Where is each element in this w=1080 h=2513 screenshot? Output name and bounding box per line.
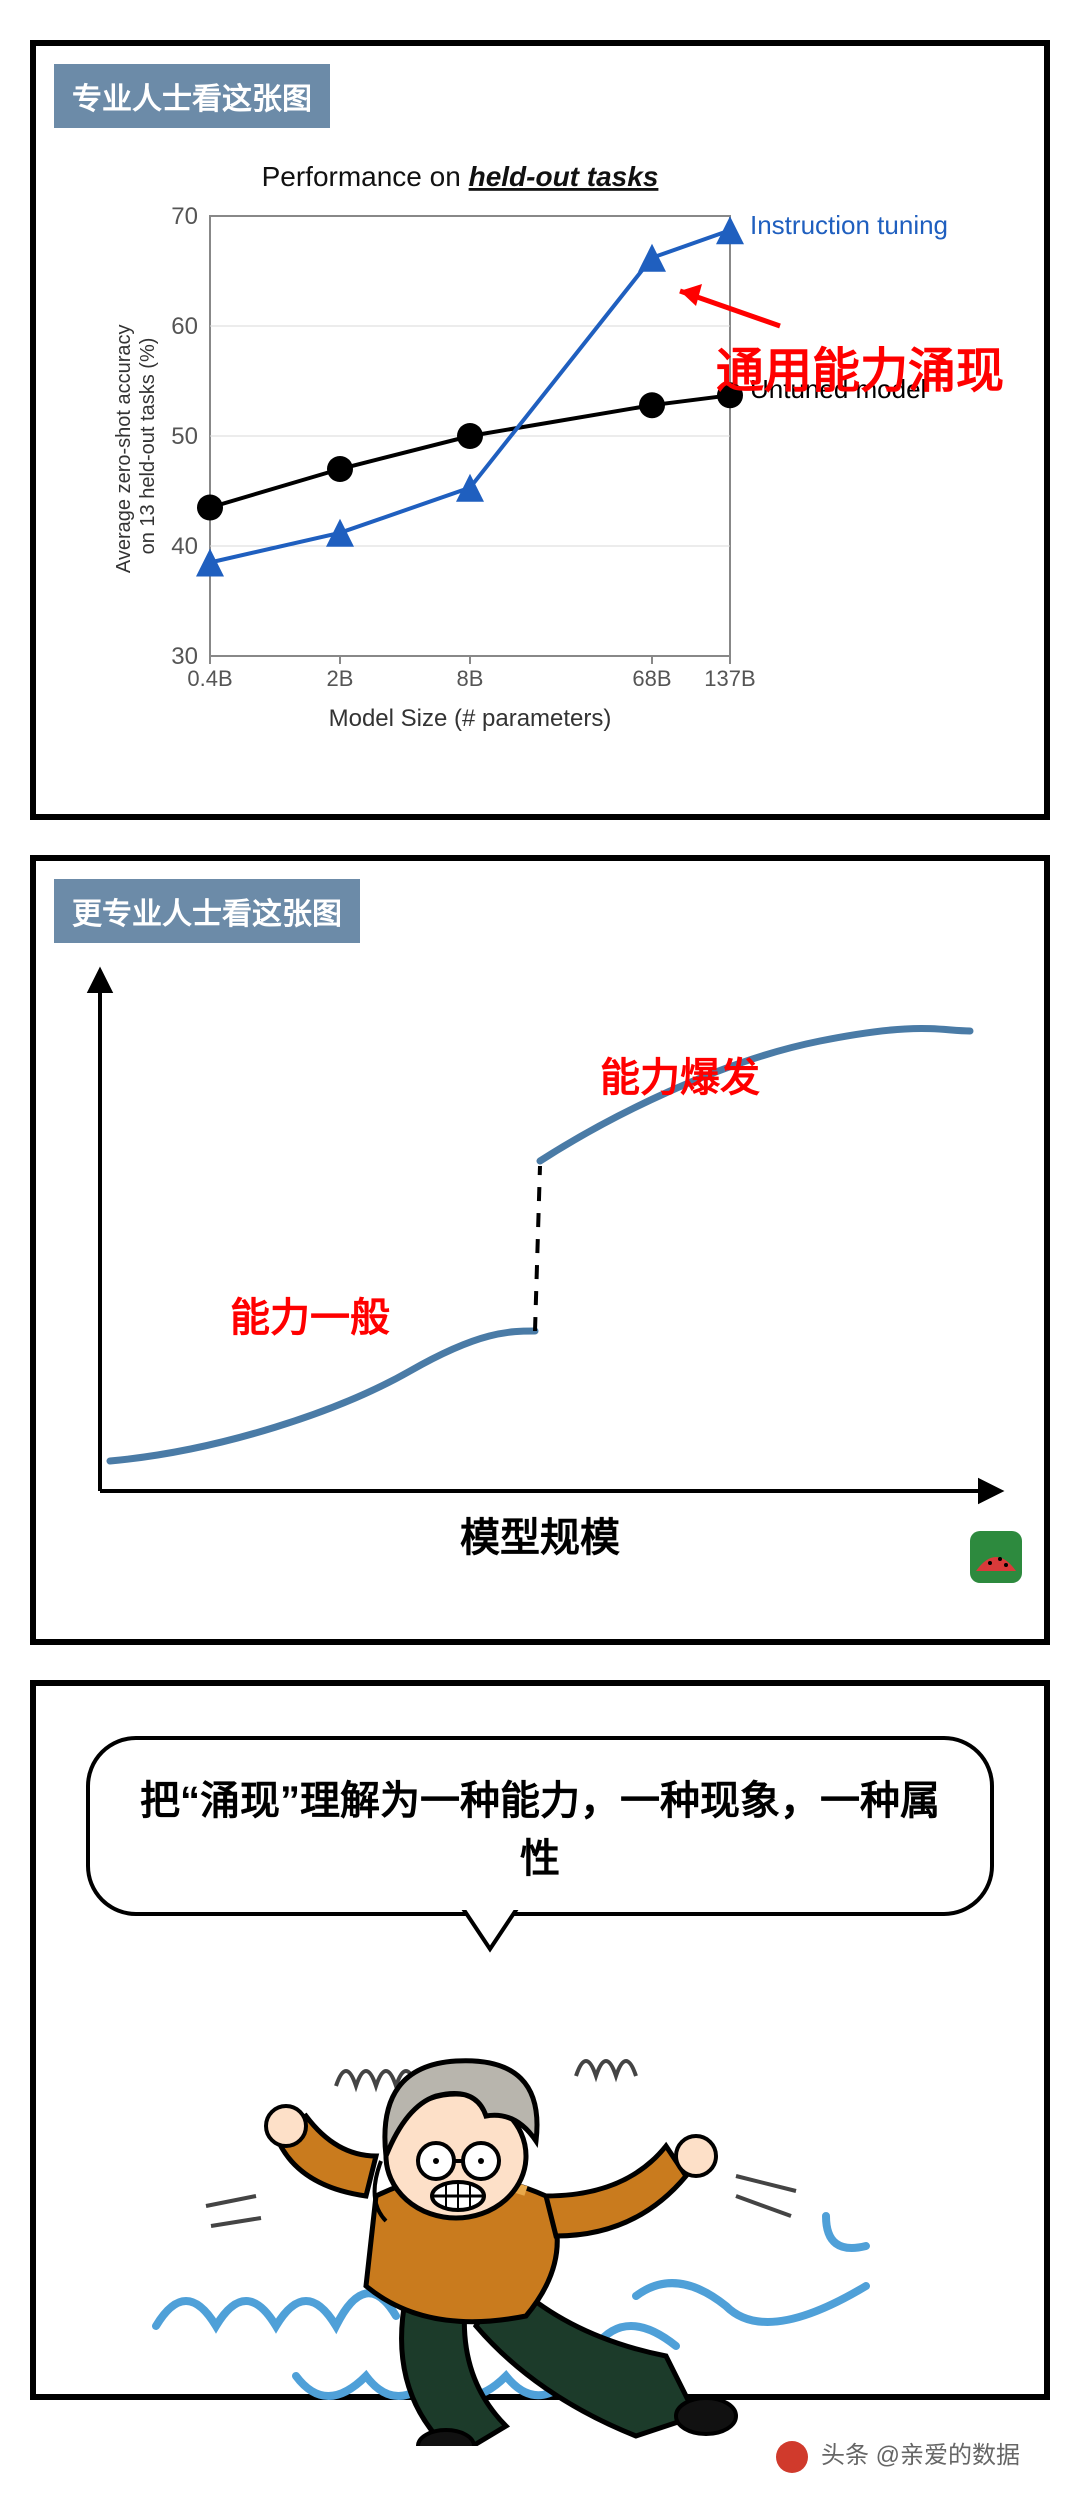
- panel2-badge: 更专业人士看这张图: [54, 879, 360, 943]
- schematic-curve: 能力一般 能力爆发 模型规模: [36, 931, 1044, 1631]
- watermelon-icon: [970, 1531, 1022, 1583]
- svg-text:60: 60: [171, 313, 198, 340]
- footer-handle: @亲爱的数据: [876, 2442, 1020, 2469]
- performance-chart: Performance on held-out tasks 30 40 50 6…: [36, 106, 1044, 806]
- chart-title-b: held-out tasks: [469, 161, 659, 192]
- x-ticks: [210, 656, 730, 664]
- legend-instruction: Instruction tuning: [750, 210, 948, 240]
- label-high: 能力爆发: [600, 1056, 760, 1100]
- svg-text:8B: 8B: [457, 666, 484, 691]
- panel-more-professional-chart: 更专业人士看这张图 能力一般 能力爆发 模型规模: [30, 855, 1050, 1645]
- svg-text:137B: 137B: [704, 666, 755, 691]
- axes: [90, 971, 1000, 1501]
- schematic-xlabel: 模型规模: [460, 1516, 620, 1560]
- speech-bubble: 把“涌现”理解为一种能力，一种现象，一种属性: [86, 1736, 994, 1916]
- jump-dash: [535, 1166, 540, 1331]
- x-tick-labels: 0.4B 2B 8B 68B 137B: [187, 666, 755, 691]
- speech-tail: [450, 1904, 550, 1954]
- footer-prefix: 头条: [821, 2442, 869, 2469]
- svg-text:68B: 68B: [632, 666, 671, 691]
- svg-text:70: 70: [171, 203, 198, 230]
- cartoon-character: [36, 1946, 1036, 2446]
- x-axis-label: Model Size (# parameters): [329, 705, 612, 732]
- svg-text:0.4B: 0.4B: [187, 666, 232, 691]
- panel1-badge: 专业人士看这张图: [54, 64, 330, 128]
- label-low: 能力一般: [230, 1296, 390, 1340]
- character-body: [266, 2061, 736, 2446]
- svg-text:2B: 2B: [327, 666, 354, 691]
- chart-title-a: Performance on: [262, 161, 469, 192]
- panel-professional-chart: 专业人士看这张图 Performance on held-out tasks 3…: [30, 40, 1050, 820]
- speech-text: 把“涌现”理解为一种能力，一种现象，一种属性: [140, 1779, 940, 1881]
- y-axis-label: Average zero-shot accuracy on 13 held-ou…: [113, 319, 159, 573]
- curve-low: [110, 1331, 535, 1461]
- svg-text:Performance on held-out tasks: Performance on held-out tasks: [262, 161, 659, 192]
- svg-text:50: 50: [171, 423, 198, 450]
- svg-text:40: 40: [171, 533, 198, 560]
- panel-cartoon: 把“涌现”理解为一种能力，一种现象，一种属性: [30, 1680, 1050, 2400]
- callout-emergence: 通用能力涌现: [716, 331, 1004, 401]
- y-tick-labels: 30 40 50 60 70: [171, 203, 198, 670]
